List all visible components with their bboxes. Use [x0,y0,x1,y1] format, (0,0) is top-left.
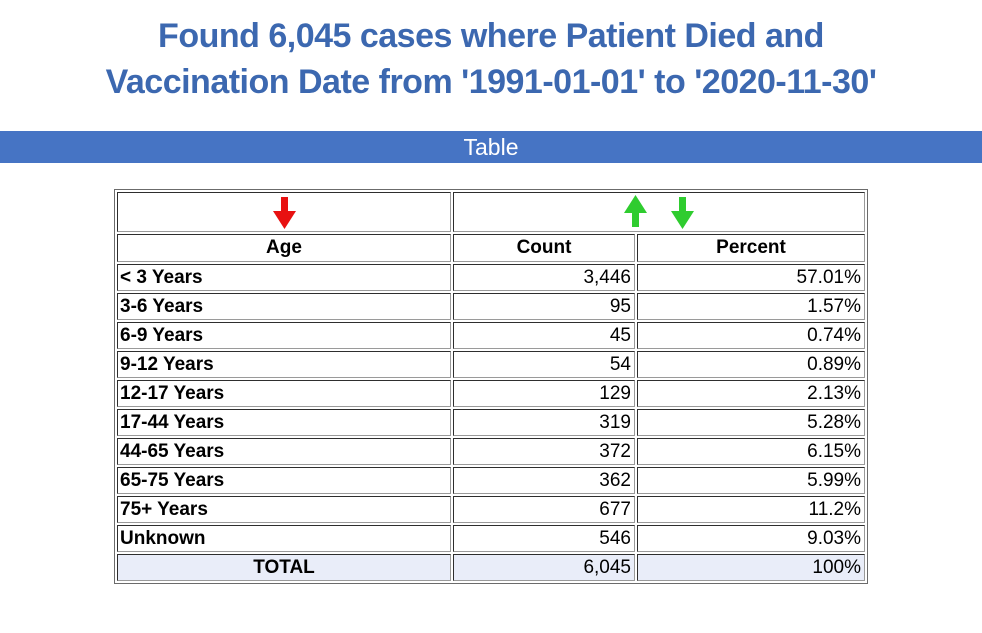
count-value: 95 [453,293,635,320]
column-header-percent: Percent [637,234,865,262]
sort-ascending-green-arrow-icon[interactable] [622,194,649,230]
count-value: 319 [453,409,635,436]
table-row: 65-75 Years 362 5.99% [117,467,865,494]
count-percent-sort-cell [453,192,865,232]
page-title: Found 6,045 cases where Patient Died and… [6,13,976,105]
age-value: < 3 Years [117,264,451,291]
table-banner-label: Table [463,134,519,160]
age-value: 65-75 Years [117,467,451,494]
table-row: 75+ Years 677 11.2% [117,496,865,523]
table-row: 17-44 Years 319 5.28% [117,409,865,436]
table-row: 12-17 Years 129 2.13% [117,380,865,407]
table-row: 9-12 Years 54 0.89% [117,351,865,378]
count-value: 45 [453,322,635,349]
age-value: 12-17 Years [117,380,451,407]
sort-descending-red-arrow-icon[interactable] [271,194,298,230]
count-value: 3,446 [453,264,635,291]
sort-controls-row [117,192,865,232]
count-value: 677 [453,496,635,523]
table-row: Unknown 546 9.03% [117,525,865,552]
count-value: 362 [453,467,635,494]
age-value: 17-44 Years [117,409,451,436]
table-row: < 3 Years 3,446 57.01% [117,264,865,291]
percent-value: 57.01% [637,264,865,291]
total-percent-value: 100% [637,554,865,581]
age-value: 9-12 Years [117,351,451,378]
percent-value: 6.15% [637,438,865,465]
age-value: 75+ Years [117,496,451,523]
sort-descending-green-arrow-icon[interactable] [669,194,696,230]
title-line-1: Found 6,045 cases where Patient Died and [158,17,824,55]
percent-value: 5.28% [637,409,865,436]
percent-value: 2.13% [637,380,865,407]
column-header-age: Age [117,234,451,262]
age-value: 6-9 Years [117,322,451,349]
percent-value: 1.57% [637,293,865,320]
age-value: Unknown [117,525,451,552]
percent-value: 5.99% [637,467,865,494]
age-value: 3-6 Years [117,293,451,320]
percent-value: 9.03% [637,525,865,552]
table-banner: Table [0,131,982,163]
table-row: 6-9 Years 45 0.74% [117,322,865,349]
table-row: 3-6 Years 95 1.57% [117,293,865,320]
count-value: 372 [453,438,635,465]
percent-value: 0.74% [637,322,865,349]
column-header-row: Age Count Percent [117,234,865,262]
count-value: 546 [453,525,635,552]
age-sort-cell [117,192,451,232]
table-row: 44-65 Years 372 6.15% [117,438,865,465]
percent-value: 0.89% [637,351,865,378]
results-table: Age Count Percent < 3 Years 3,446 57.01%… [114,189,868,584]
age-value: 44-65 Years [117,438,451,465]
count-value: 54 [453,351,635,378]
count-value: 129 [453,380,635,407]
total-row: TOTAL 6,045 100% [117,554,865,581]
total-label: TOTAL [117,554,451,581]
percent-value: 11.2% [637,496,865,523]
column-header-count: Count [453,234,635,262]
total-count-value: 6,045 [453,554,635,581]
title-line-2: Vaccination Date from '1991-01-01' to '2… [105,63,877,101]
